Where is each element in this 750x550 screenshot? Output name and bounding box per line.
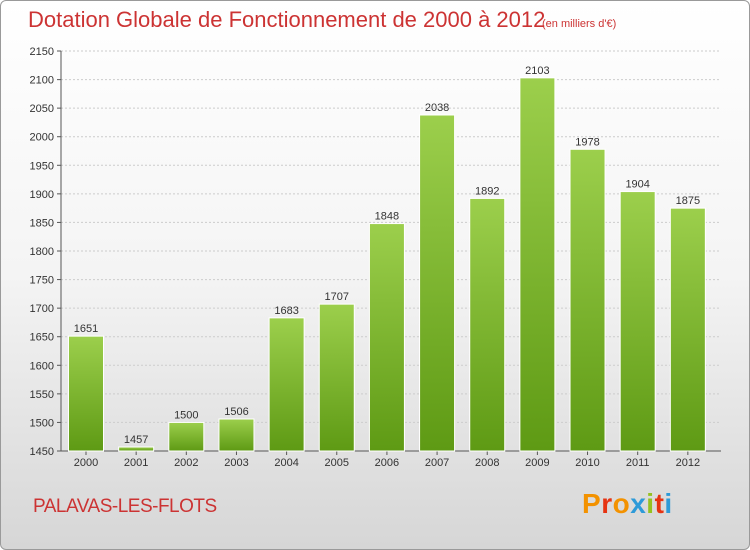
logo-letter: o — [612, 488, 631, 519]
y-tick-label: 1500 — [30, 417, 54, 429]
data-label-2001: 1457 — [124, 434, 148, 446]
y-tick-label: 1700 — [30, 303, 54, 315]
commune-name: PALAVAS-LES-FLOTS — [33, 496, 217, 517]
logo-letter: i — [646, 488, 655, 519]
x-tick-label-2001: 2001 — [124, 457, 148, 469]
bar-2006 — [368, 223, 405, 452]
bar-2001 — [118, 446, 155, 452]
bar-2010 — [569, 148, 606, 452]
bar-2004 — [268, 317, 305, 452]
x-tick-label-2005: 2005 — [325, 457, 349, 469]
data-label-2007: 2038 — [425, 102, 449, 114]
y-tick-label: 1950 — [30, 160, 54, 172]
data-label-2009: 2103 — [525, 65, 549, 77]
x-tick-label-2011: 2011 — [626, 457, 650, 469]
bar-2007 — [419, 114, 456, 452]
x-tick-label-2002: 2002 — [174, 457, 198, 469]
data-label-2011: 1904 — [625, 179, 649, 191]
data-label-2002: 1500 — [174, 409, 198, 421]
y-tick-label: 2100 — [30, 75, 54, 87]
proxiti-logo: Proxiti — [582, 488, 673, 520]
data-label-2012: 1875 — [676, 195, 700, 207]
data-label-2000: 1651 — [74, 323, 98, 335]
data-label-2003: 1506 — [224, 406, 248, 418]
bar-2011 — [619, 191, 656, 452]
bar-2005 — [318, 303, 355, 452]
data-label-2004: 1683 — [274, 305, 298, 317]
logo-letter: i — [664, 488, 673, 519]
data-label-2008: 1892 — [475, 185, 499, 197]
bar-2000 — [68, 335, 104, 452]
bar-2002 — [168, 421, 205, 452]
y-tick-label: 1900 — [30, 189, 54, 201]
bar-2012 — [669, 207, 706, 452]
y-tick-label: 1550 — [30, 389, 54, 401]
logo-letter: P — [582, 488, 602, 519]
y-tick-label: 1450 — [30, 446, 54, 458]
chart-title: Dotation Globale de Fonctionnement de 20… — [28, 7, 546, 32]
logo-letter: x — [630, 488, 647, 519]
y-tick-label: 1850 — [30, 217, 54, 229]
x-tick-label-2009: 2009 — [525, 457, 549, 469]
x-tick-label-2004: 2004 — [274, 457, 298, 469]
logo-letter: t — [654, 488, 665, 519]
x-tick-label-2000: 2000 — [74, 457, 98, 469]
x-tick-label-2007: 2007 — [425, 457, 449, 469]
y-tick-label: 1650 — [30, 332, 54, 344]
y-tick-label: 2000 — [30, 132, 54, 144]
unit-note: (en milliers d'€) — [542, 18, 617, 30]
x-tick-label-2012: 2012 — [676, 457, 700, 469]
x-tick-label-2003: 2003 — [224, 457, 248, 469]
y-tick-label: 1800 — [30, 246, 54, 258]
y-tick-label: 2050 — [30, 103, 54, 115]
y-tick-label: 1600 — [30, 360, 54, 372]
y-tick-label: 1750 — [30, 275, 54, 287]
x-tick-label-2008: 2008 — [475, 457, 499, 469]
logo-letter: r — [601, 488, 613, 519]
bar-2009 — [519, 77, 556, 452]
data-label-2005: 1707 — [325, 291, 349, 303]
bar-2003 — [218, 418, 255, 452]
x-tick-label-2006: 2006 — [375, 457, 399, 469]
data-label-2010: 1978 — [575, 136, 599, 148]
x-tick-label-2010: 2010 — [575, 457, 599, 469]
bar-2008 — [469, 197, 506, 452]
y-tick-label: 2150 — [30, 46, 54, 58]
data-label-2006: 1848 — [375, 211, 399, 223]
